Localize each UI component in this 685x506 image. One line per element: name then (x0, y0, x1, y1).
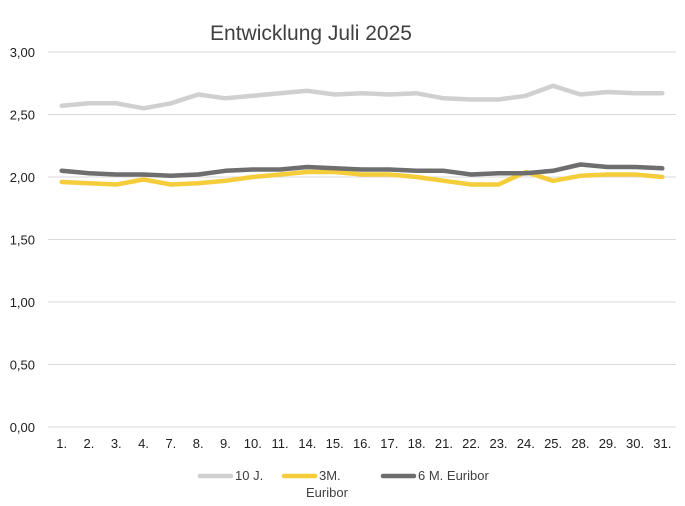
x-tick-label: 14. (298, 436, 316, 451)
legend: 10 J. 3M. Euribor 6 M. Euribor (197, 468, 489, 500)
x-tick-label: 25. (544, 436, 562, 451)
chart-title: Entwicklung Juli 2025 (210, 22, 412, 45)
x-tick-label: 1. (56, 436, 67, 451)
x-tick-label: 11. (272, 436, 289, 451)
series-line-10-j (59, 83, 665, 111)
x-axis-tick-labels: 1. 2. 3. 4. 7. 8. 9. 10. 11. 14. 15. 16. 17. 18. 21. 22… (56, 436, 671, 451)
y-tick-label: 0,00 (10, 420, 35, 435)
y-tick-label: 1,00 (10, 295, 35, 310)
x-tick-label: 4. (138, 436, 149, 451)
x-tick-label: 24. (517, 436, 535, 451)
x-tick-label: 17. (380, 436, 398, 451)
x-tick-label: 22. (462, 436, 480, 451)
x-tick-label: 31. (653, 436, 671, 451)
series-line-3m-euribor (59, 169, 665, 187)
x-tick-label: 23. (489, 436, 507, 451)
x-tick-label: 9. (220, 436, 231, 451)
x-tick-label: 18. (408, 436, 426, 451)
x-tick-label: 29. (599, 436, 617, 451)
y-axis-tick-labels: 0,00 0,50 1,00 1,50 2,00 2,50 3,00 (10, 45, 35, 435)
x-tick-label: 8. (193, 436, 204, 451)
y-tick-label: 2,00 (10, 170, 35, 185)
y-tick-label: 2,50 (10, 108, 35, 123)
x-tick-label: 2. (84, 436, 95, 451)
x-tick-label: 28. (571, 436, 589, 451)
y-tick-label: 3,00 (10, 45, 35, 60)
x-tick-label: 21. (435, 436, 453, 451)
x-tick-label: 7. (165, 436, 176, 451)
series-line-6-m-euribor (59, 162, 665, 179)
series-lines (59, 83, 665, 187)
legend-label-6-m-euribor: 6 M. Euribor (418, 468, 489, 483)
legend-label-3m-euribor: 3M. Euribor (306, 468, 349, 500)
x-tick-label: 30. (626, 436, 644, 451)
x-tick-label: 15. (326, 436, 344, 451)
x-tick-label: 10. (244, 436, 262, 451)
x-tick-label: 16. (353, 436, 371, 451)
y-tick-label: 1,50 (10, 233, 35, 248)
legend-label-10-j: 10 J. (235, 468, 263, 483)
y-tick-label: 0,50 (10, 358, 35, 373)
x-tick-label: 3. (111, 436, 122, 451)
